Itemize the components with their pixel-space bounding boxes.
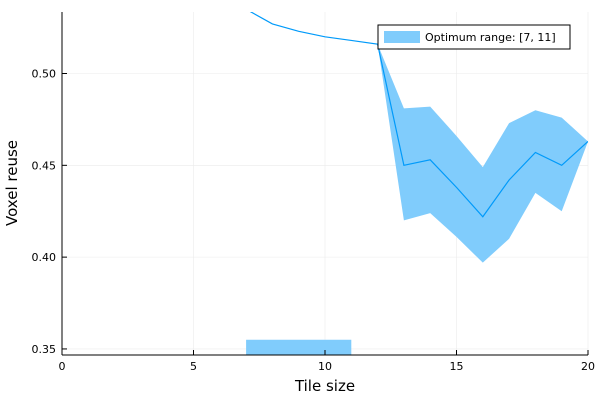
axes: 0 5 10 15 20 0.35 0.40 0.45 0.50 bbox=[32, 12, 595, 373]
y-tick-label-1: 0.40 bbox=[32, 251, 57, 264]
voxel-reuse-line bbox=[249, 12, 588, 218]
legend-swatch bbox=[384, 31, 420, 43]
optimum-range-bar bbox=[246, 339, 352, 355]
uncertainty-band bbox=[377, 44, 588, 263]
x-tick-label-3: 15 bbox=[450, 360, 464, 373]
x-tick-label-4: 20 bbox=[581, 360, 595, 373]
y-tick-label-0: 0.35 bbox=[32, 343, 57, 356]
legend-entry-optimum-range: Optimum range: [7, 11] bbox=[425, 31, 556, 44]
plot-area bbox=[246, 12, 588, 355]
y-tick-label-2: 0.45 bbox=[32, 159, 57, 172]
x-tick-label-1: 5 bbox=[190, 360, 197, 373]
x-tick-label-2: 10 bbox=[318, 360, 332, 373]
x-axis-label: Tile size bbox=[294, 377, 355, 395]
y-tick-label-3: 0.50 bbox=[32, 68, 57, 81]
y-axis-label: Voxel reuse bbox=[3, 140, 21, 226]
legend: Optimum range: [7, 11] bbox=[377, 24, 571, 50]
x-tick-label-0: 0 bbox=[59, 360, 66, 373]
